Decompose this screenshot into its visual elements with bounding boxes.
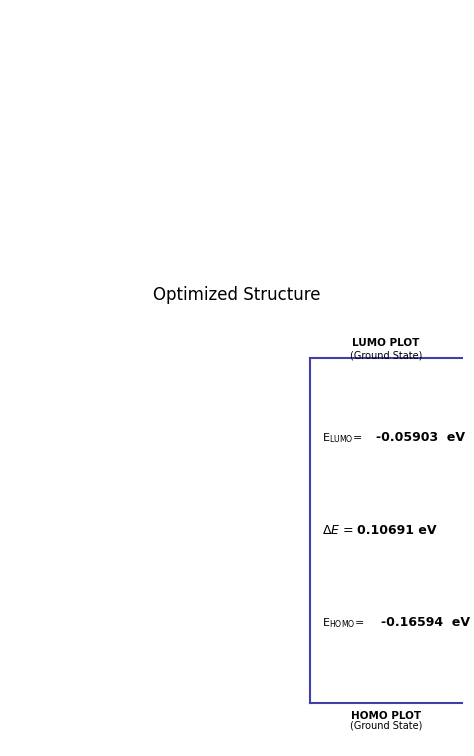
Text: -0.16594  eV: -0.16594 eV: [381, 616, 470, 630]
Text: HOMO PLOT: HOMO PLOT: [351, 711, 421, 720]
Text: $\mathregular{E_{HOMO}}$=: $\mathregular{E_{HOMO}}$=: [322, 616, 365, 630]
Text: LUMO PLOT: LUMO PLOT: [352, 338, 419, 349]
Text: 0.10691 eV: 0.10691 eV: [357, 524, 437, 537]
Text: $\mathregular{E_{LUMO}}$=: $\mathregular{E_{LUMO}}$=: [322, 431, 364, 445]
Text: (Ground State): (Ground State): [350, 720, 422, 730]
Text: (Ground State): (Ground State): [350, 351, 422, 361]
Text: -0.05903  eV: -0.05903 eV: [376, 432, 465, 445]
Text: Optimized Structure: Optimized Structure: [153, 286, 321, 304]
Text: $\mathit{\Delta E}$ =: $\mathit{\Delta E}$ =: [322, 524, 355, 537]
